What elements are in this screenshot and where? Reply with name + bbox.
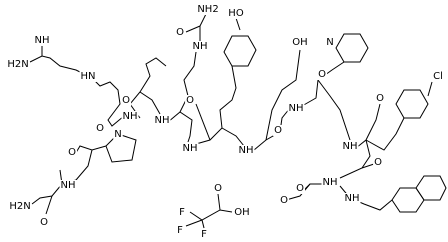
atom-label: O [296,183,304,194]
atom-label: OH [234,207,249,218]
label-background [200,229,209,240]
label-background [287,103,305,114]
atom-label: NH [289,103,304,114]
atom-label: O [96,123,104,134]
label-background [113,129,123,140]
atom-label: NH [123,111,138,122]
label-background [375,93,386,104]
atom-label: NH [61,180,76,191]
atom-label: NH [239,145,254,156]
atom-label: O [68,147,76,158]
label-background [279,195,290,206]
atom-label: NH [183,143,198,154]
atom-label: NH [193,41,208,52]
atom-label: H2N [7,59,28,70]
atom-label: NH [35,35,50,46]
atom-label: O [186,95,194,106]
atom-label: O [274,125,282,136]
label-background [185,95,196,106]
atom-label: O [374,157,382,168]
label-background [273,125,284,136]
atom-label: O [122,95,130,106]
label-background [181,143,199,154]
atom-label: NH [155,115,170,126]
atom-labels: NH H2N HN O NH N O NH H2N O O NH NH2 O N… [6,4,444,240]
bonds [29,13,447,229]
atom-label: HO [228,8,244,19]
atom-label: H2N [9,201,30,212]
atom-label: O [176,27,184,38]
atom-label: NH [345,193,360,204]
label-background [39,217,50,228]
label-background [325,37,335,48]
label-background [196,4,220,15]
atom-label: HN [81,71,96,82]
label-background [67,147,78,158]
label-background [341,141,359,152]
atom-label: NH [323,177,338,188]
label-background [191,41,209,52]
atom-label: NH [343,141,358,152]
label-background [373,157,384,168]
atom-label: O [40,217,48,228]
label-background [178,207,187,218]
atom-label: O [280,195,288,206]
label-background [321,177,339,188]
label-background [317,69,328,80]
label-background [121,111,139,122]
label-background [33,35,51,46]
label-background [6,59,30,70]
label-background [153,115,171,126]
label-background [176,225,185,236]
label-background [291,37,309,48]
label-background [121,95,132,106]
label-background [175,27,186,38]
label-background [233,207,251,218]
label-background [95,123,106,134]
atom-label: F [179,207,185,218]
label-background [59,180,77,191]
atom-label: N [114,129,121,140]
atom-label: NH2 [197,4,218,15]
atom-label: F [177,225,183,236]
label-background [227,8,245,19]
label-background [213,183,224,194]
atom-label: N [326,37,333,48]
label-background [237,145,255,156]
atom-label: O [214,183,222,194]
atom-label: F [201,229,207,240]
atom-label: O [318,69,326,80]
label-background [79,71,97,82]
atom-label: Cl [433,71,443,82]
label-background [8,201,32,212]
label-background [295,183,306,194]
atom-label: OH [292,37,307,48]
label-background [343,193,361,204]
atom-label: O [376,93,384,104]
label-background [432,71,444,82]
